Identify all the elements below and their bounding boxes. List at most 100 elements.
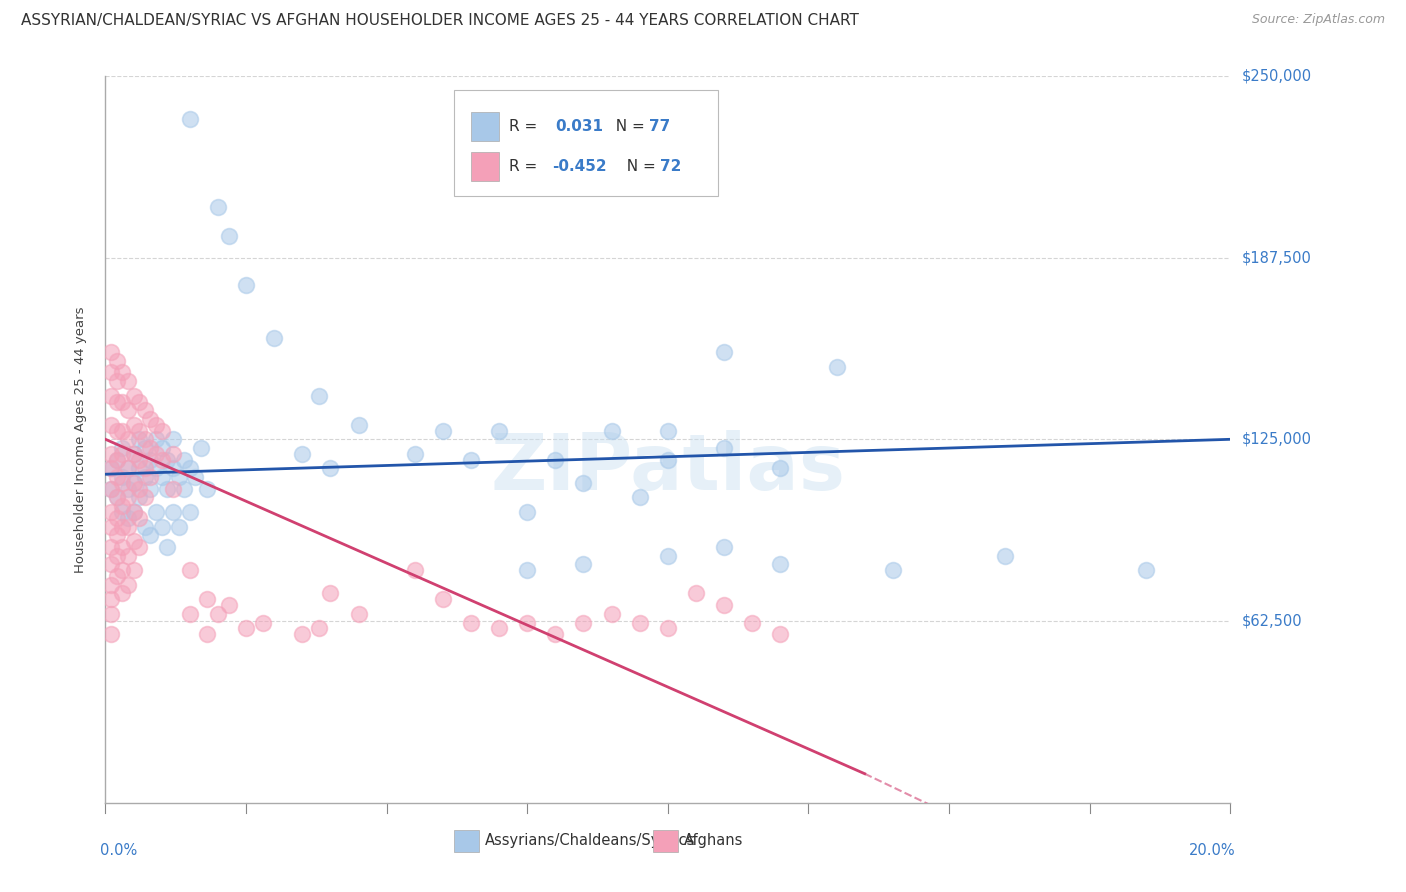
- Point: [117, 461, 139, 475]
- Point: [432, 424, 454, 438]
- Point: [319, 586, 342, 600]
- Point: [150, 470, 173, 484]
- Point: [769, 627, 792, 641]
- Point: [111, 447, 134, 461]
- Point: [105, 452, 128, 467]
- Point: [117, 482, 139, 496]
- Point: [111, 499, 134, 513]
- Point: [156, 540, 179, 554]
- Text: ZIPatlas: ZIPatlas: [491, 430, 845, 507]
- Point: [105, 424, 128, 438]
- Text: N =: N =: [606, 120, 650, 134]
- Point: [134, 432, 156, 446]
- Point: [769, 558, 792, 572]
- Point: [111, 394, 134, 409]
- Point: [150, 441, 173, 455]
- Point: [128, 491, 150, 505]
- Point: [460, 452, 482, 467]
- Text: 20.0%: 20.0%: [1189, 843, 1236, 858]
- Point: [460, 615, 482, 630]
- Point: [117, 403, 139, 417]
- Point: [105, 353, 128, 368]
- Point: [100, 461, 122, 475]
- Point: [111, 470, 134, 484]
- Point: [544, 627, 567, 641]
- Point: [713, 540, 735, 554]
- Point: [100, 461, 122, 475]
- Point: [162, 461, 184, 475]
- Point: [263, 330, 285, 344]
- Point: [139, 452, 162, 467]
- Point: [218, 228, 240, 243]
- Point: [516, 615, 538, 630]
- Point: [179, 505, 201, 519]
- Point: [117, 511, 139, 525]
- Point: [111, 586, 134, 600]
- Point: [657, 549, 679, 563]
- Point: [145, 432, 167, 446]
- Point: [173, 452, 195, 467]
- Point: [128, 511, 150, 525]
- Point: [117, 491, 139, 505]
- Point: [105, 452, 128, 467]
- Point: [111, 505, 134, 519]
- Point: [179, 563, 201, 577]
- Point: [122, 475, 145, 490]
- Text: R =: R =: [509, 120, 547, 134]
- Point: [713, 441, 735, 455]
- Point: [516, 505, 538, 519]
- Point: [111, 366, 134, 380]
- Text: 0.031: 0.031: [555, 120, 603, 134]
- Point: [488, 424, 510, 438]
- Point: [111, 563, 134, 577]
- Point: [404, 563, 426, 577]
- FancyBboxPatch shape: [471, 112, 499, 141]
- Point: [128, 432, 150, 446]
- Point: [100, 482, 122, 496]
- Point: [122, 563, 145, 577]
- FancyBboxPatch shape: [454, 90, 718, 195]
- Point: [100, 519, 122, 533]
- Point: [319, 461, 342, 475]
- Point: [685, 586, 707, 600]
- Point: [600, 424, 623, 438]
- Point: [128, 482, 150, 496]
- Point: [111, 540, 134, 554]
- Point: [713, 345, 735, 359]
- Point: [100, 389, 122, 403]
- Point: [128, 424, 150, 438]
- Point: [156, 452, 179, 467]
- Point: [308, 389, 330, 403]
- Point: [139, 482, 162, 496]
- Point: [235, 621, 257, 635]
- Point: [195, 592, 218, 607]
- Point: [347, 607, 370, 621]
- Point: [347, 417, 370, 432]
- Point: [195, 482, 218, 496]
- Text: R =: R =: [509, 159, 543, 174]
- Text: $187,500: $187,500: [1241, 250, 1312, 265]
- Point: [128, 452, 150, 467]
- Point: [100, 505, 122, 519]
- FancyBboxPatch shape: [454, 830, 479, 852]
- Point: [100, 558, 122, 572]
- FancyBboxPatch shape: [471, 153, 499, 181]
- Point: [134, 519, 156, 533]
- Point: [122, 447, 145, 461]
- Point: [139, 441, 162, 455]
- Point: [572, 615, 595, 630]
- Point: [741, 615, 763, 630]
- Point: [105, 491, 128, 505]
- Point: [122, 505, 145, 519]
- Point: [145, 505, 167, 519]
- Point: [100, 345, 122, 359]
- Point: [167, 519, 190, 533]
- Point: [657, 621, 679, 635]
- Point: [139, 470, 162, 484]
- Point: [128, 394, 150, 409]
- Point: [134, 470, 156, 484]
- Point: [162, 447, 184, 461]
- Point: [111, 519, 134, 533]
- Point: [190, 441, 212, 455]
- Point: [128, 461, 150, 475]
